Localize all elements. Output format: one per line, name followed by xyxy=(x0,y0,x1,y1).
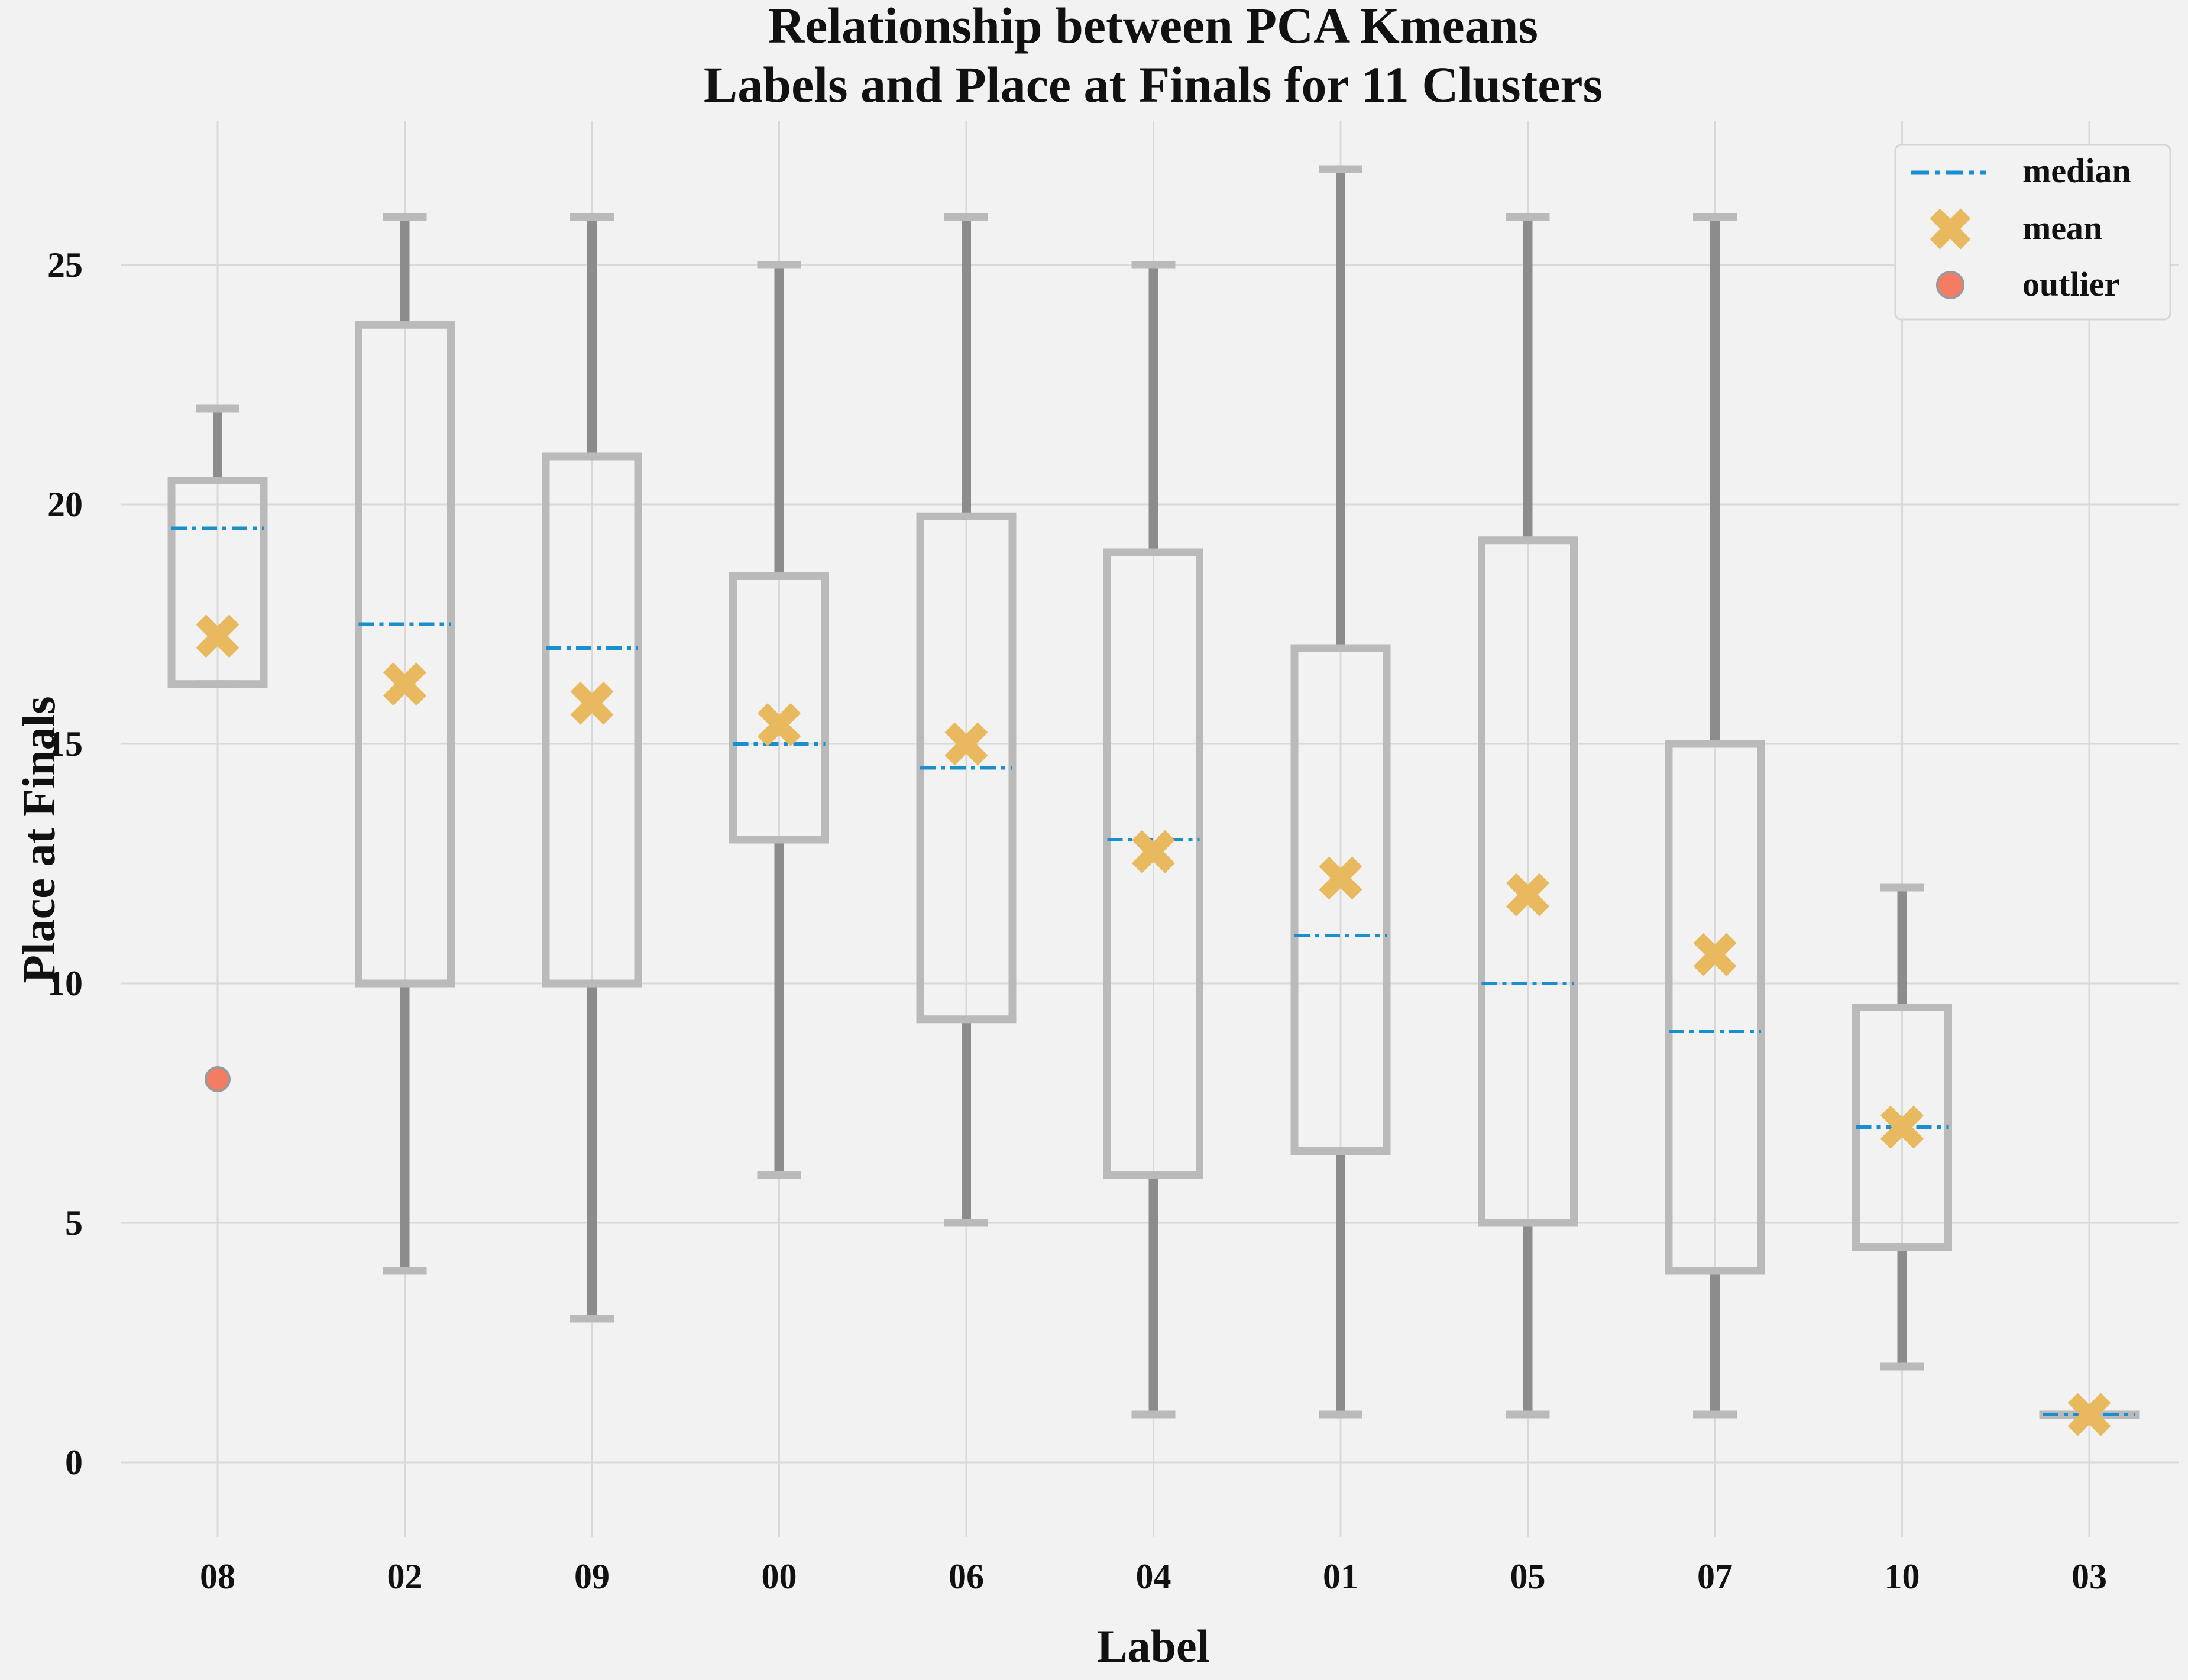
box-03 xyxy=(2039,1393,2140,1436)
y-tick-label: 0 xyxy=(65,1443,83,1482)
mean-marker xyxy=(758,703,801,747)
box-09 xyxy=(542,213,642,1323)
chart-title-line-1: Relationship between PCA Kmeans xyxy=(768,0,1538,54)
y-tick-label: 5 xyxy=(65,1203,83,1242)
mean-marker xyxy=(570,681,614,725)
mean-marker-stroke xyxy=(383,662,426,706)
x-tick-label: 10 xyxy=(1885,1557,1920,1596)
box-07 xyxy=(1665,213,1765,1419)
box-00 xyxy=(729,261,829,1179)
legend-frame xyxy=(1894,144,2171,321)
mean-marker-stroke xyxy=(1693,933,1737,976)
box-body xyxy=(1478,536,1578,1227)
mean-marker xyxy=(1506,873,1549,917)
box-02 xyxy=(355,213,455,1275)
mean-marker-stroke xyxy=(1880,1105,1924,1149)
mean-marker-stroke xyxy=(944,722,988,766)
x-tick-label: 00 xyxy=(762,1557,797,1596)
mean-marker-stroke xyxy=(758,703,801,747)
box-body xyxy=(1103,548,1203,1179)
y-tick-label: 15 xyxy=(47,724,83,763)
box-05 xyxy=(1478,213,1578,1419)
mean-marker-stroke xyxy=(2067,1393,2111,1436)
box-04 xyxy=(1103,261,1203,1419)
mean-marker xyxy=(1319,856,1362,900)
box-body xyxy=(167,477,268,688)
mean-marker xyxy=(383,662,426,706)
mean-marker-stroke xyxy=(1132,830,1175,873)
mean-marker-stroke xyxy=(1506,873,1549,917)
x-tick-labels: 08 02 09 00 06 04 01 05 07 10 03 xyxy=(200,1557,2107,1596)
y-tick-label: 25 xyxy=(47,245,83,284)
legend-outlier-label: outlier xyxy=(2022,265,2119,303)
x-tick-label: 09 xyxy=(574,1557,610,1596)
mean-marker xyxy=(2067,1393,2111,1436)
box-body xyxy=(355,321,455,988)
box-01 xyxy=(1290,165,1391,1419)
outlier-point xyxy=(205,1066,231,1092)
x-tick-label: 02 xyxy=(387,1557,423,1596)
x-tick-label: 06 xyxy=(949,1557,984,1596)
box-body xyxy=(542,452,642,988)
mean-marker xyxy=(1132,830,1175,873)
x-tick-label: 08 xyxy=(200,1557,235,1596)
mean-marker-stroke xyxy=(570,681,614,725)
y-axis-label: Place at Finals xyxy=(13,696,64,983)
y-tick-labels: 0 5 10 15 20 25 xyxy=(47,245,83,1482)
box-08 xyxy=(167,404,268,1092)
x-tick-label: 04 xyxy=(1136,1557,1171,1596)
box-10 xyxy=(1852,883,1952,1371)
y-tick-label: 20 xyxy=(47,485,83,524)
legend-median-label: median xyxy=(2022,151,2131,190)
legend-outlier-swatch xyxy=(1936,271,1964,299)
x-tick-label: 05 xyxy=(1510,1557,1546,1596)
x-axis-label: Label xyxy=(1097,1620,1210,1672)
mean-marker xyxy=(1880,1105,1924,1149)
box-body xyxy=(1290,644,1391,1155)
box-body xyxy=(1665,740,1765,1275)
mean-marker xyxy=(1693,933,1737,976)
legend-mean-label: mean xyxy=(2022,209,2102,247)
legend-mean-swatch xyxy=(1930,208,1971,250)
mean-marker xyxy=(196,614,239,658)
mean-marker-stroke xyxy=(196,614,239,658)
x-tick-label: 07 xyxy=(1697,1557,1733,1596)
box-body xyxy=(729,572,829,844)
box-series xyxy=(167,165,2140,1436)
mean-marker-stroke xyxy=(1319,856,1362,900)
x-tick-label: 03 xyxy=(2072,1557,2107,1596)
chart-title-line-2: Labels and Place at Finals for 11 Cluste… xyxy=(704,56,1603,113)
legend: median mean outlier xyxy=(1894,144,2171,321)
x-tick-label: 01 xyxy=(1323,1557,1358,1596)
mean-marker xyxy=(944,722,988,766)
y-tick-label: 10 xyxy=(47,964,83,1003)
box-06 xyxy=(916,213,1017,1227)
